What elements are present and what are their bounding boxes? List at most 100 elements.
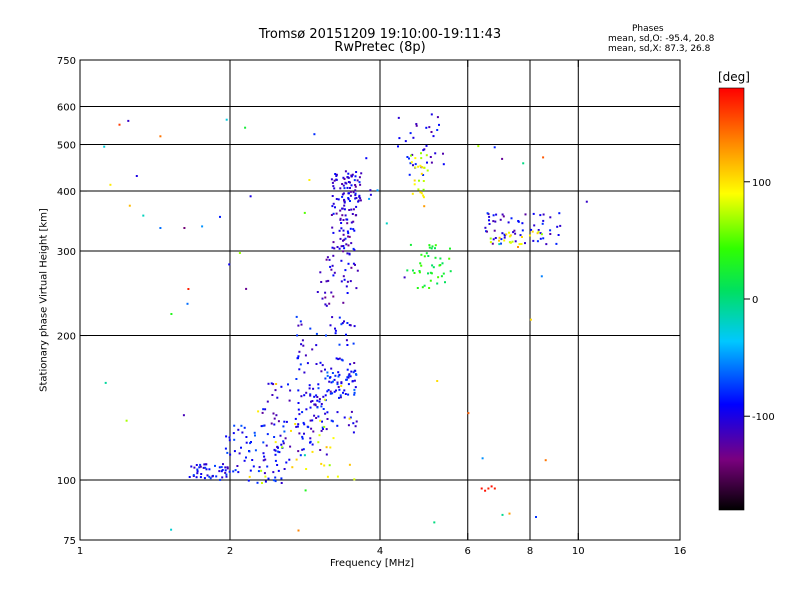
- data-point: [318, 400, 321, 403]
- data-point: [408, 157, 410, 160]
- data-point: [330, 381, 333, 384]
- data-point: [159, 227, 162, 229]
- data-point: [354, 189, 357, 192]
- data-point: [272, 479, 275, 482]
- data-point: [226, 451, 229, 454]
- data-point: [273, 436, 276, 438]
- data-point: [339, 396, 342, 399]
- data-point: [327, 389, 330, 391]
- data-point: [357, 199, 360, 202]
- data-point: [531, 230, 534, 233]
- data-point: [280, 443, 283, 446]
- data-point: [315, 344, 318, 347]
- data-point: [276, 464, 279, 466]
- data-point: [232, 432, 235, 435]
- data-point: [208, 468, 211, 471]
- data-point: [240, 424, 243, 427]
- data-point: [324, 394, 327, 397]
- data-point: [347, 181, 350, 183]
- data-point: [350, 184, 353, 187]
- data-point: [309, 394, 312, 397]
- data-point: [262, 408, 265, 411]
- data-point: [272, 383, 275, 386]
- data-point: [317, 415, 320, 418]
- data-point: [336, 381, 339, 384]
- data-point: [347, 235, 350, 238]
- data-point: [311, 348, 314, 351]
- data-point: [422, 188, 425, 191]
- data-point: [355, 197, 358, 199]
- data-point: [319, 361, 322, 364]
- data-point: [340, 280, 343, 283]
- data-point: [350, 175, 353, 178]
- data-point: [349, 280, 352, 283]
- data-point: [328, 464, 331, 467]
- data-point: [325, 428, 328, 431]
- data-point: [336, 424, 339, 427]
- data-point: [245, 456, 247, 459]
- data-point: [332, 231, 335, 234]
- data-point: [509, 241, 512, 244]
- data-point: [520, 243, 523, 245]
- data-point: [188, 476, 191, 478]
- colorbar-label: [deg]: [718, 70, 750, 84]
- data-point: [280, 482, 283, 484]
- data-point: [349, 227, 352, 230]
- data-point: [537, 229, 540, 231]
- data-point: [283, 420, 286, 423]
- data-point: [532, 239, 535, 242]
- data-point: [193, 466, 196, 469]
- data-point: [332, 212, 335, 215]
- data-point: [324, 296, 327, 299]
- data-point: [442, 163, 445, 166]
- data-point: [319, 449, 322, 451]
- data-point: [346, 292, 349, 294]
- data-point: [540, 233, 543, 236]
- data-point: [539, 237, 542, 240]
- data-point: [439, 257, 442, 260]
- data-point: [438, 264, 441, 267]
- data-point: [218, 470, 221, 473]
- data-point: [340, 222, 343, 224]
- data-point: [549, 216, 552, 219]
- data-point: [521, 229, 524, 232]
- data-point: [347, 376, 350, 379]
- data-point: [539, 232, 542, 235]
- data-point: [314, 403, 317, 406]
- data-point: [508, 235, 511, 238]
- data-point: [352, 422, 355, 425]
- data-point: [289, 445, 292, 448]
- data-point: [222, 463, 224, 466]
- data-point: [429, 279, 432, 282]
- data-point: [224, 469, 227, 472]
- data-point: [425, 144, 428, 147]
- data-point: [266, 433, 269, 436]
- data-point: [313, 395, 316, 398]
- data-point: [352, 220, 355, 223]
- data-point: [297, 357, 299, 360]
- data-point: [349, 416, 352, 419]
- data-point: [331, 420, 334, 423]
- data-point: [352, 342, 355, 345]
- data-point: [326, 475, 329, 478]
- data-point: [211, 475, 214, 478]
- data-point: [355, 420, 358, 423]
- data-point: [397, 116, 400, 119]
- data-point: [251, 459, 254, 461]
- data-point: [170, 313, 173, 315]
- data-point: [449, 270, 452, 273]
- data-point: [420, 157, 423, 160]
- data-point: [274, 449, 277, 452]
- data-point: [321, 297, 324, 300]
- data-point: [274, 389, 277, 392]
- data-point: [336, 411, 339, 414]
- data-point: [342, 229, 345, 232]
- data-point: [411, 192, 414, 195]
- data-point: [434, 247, 436, 250]
- data-point: [325, 453, 328, 456]
- data-point: [498, 243, 501, 246]
- data-point: [333, 179, 336, 182]
- data-point: [320, 405, 323, 408]
- data-point: [487, 487, 490, 490]
- data-point: [218, 466, 221, 469]
